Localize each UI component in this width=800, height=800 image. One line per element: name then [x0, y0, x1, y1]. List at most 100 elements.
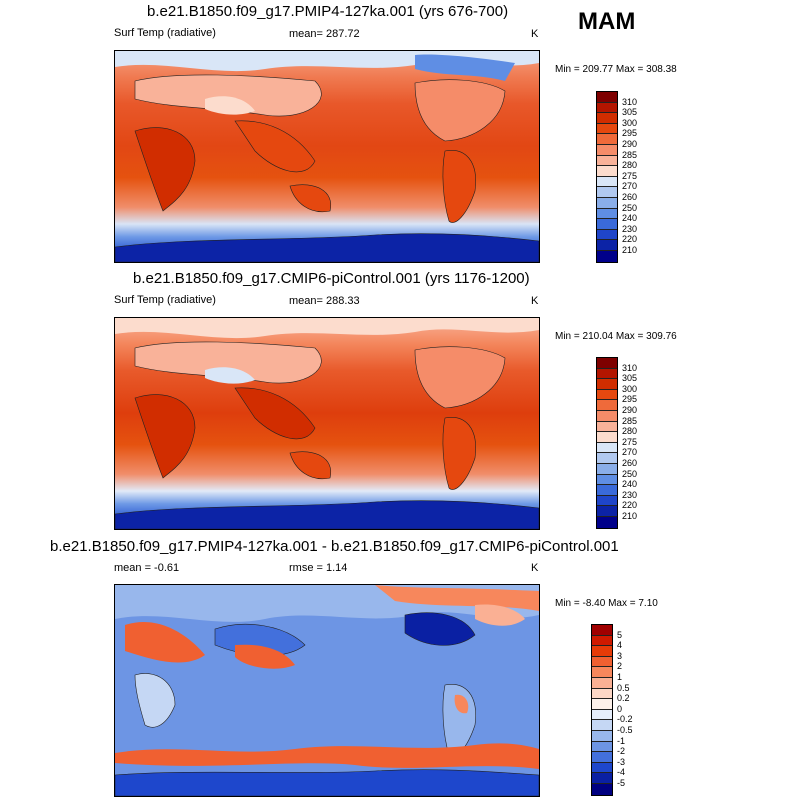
panel2-level-label: 305: [622, 373, 638, 384]
panel1-mean: mean= 287.72: [289, 28, 360, 40]
panel3-minmax: Min = -8.40 Max = 7.10: [555, 598, 658, 609]
panel3-level-label: 5: [617, 629, 623, 640]
panel3-colorbar-box: [592, 720, 612, 731]
panel1-level-label: 295: [622, 128, 638, 139]
panel3-colorbar: [591, 624, 613, 796]
panel1-level-label: 250: [622, 202, 638, 213]
panel3-level-label: -1: [617, 735, 626, 746]
panel2-colorbar-box: [597, 410, 617, 422]
panel1-level-label: 285: [622, 149, 638, 160]
panel1-level-label: 270: [622, 181, 638, 192]
panel1-level-label: 280: [622, 160, 638, 171]
panel2-level-label: 230: [622, 489, 638, 500]
panel2-map-svg: [115, 318, 539, 529]
panel3-level-label: 2: [617, 661, 623, 672]
panel1-colorbar-box: [597, 92, 617, 103]
panel1-level-label: 300: [622, 117, 638, 128]
panel2-level-label: 300: [622, 383, 638, 394]
panel3-title: b.e21.B1850.f09_g17.PMIP4-127ka.001 - b.…: [50, 538, 619, 555]
panel2-level-label: 260: [622, 458, 638, 468]
panel1-units: K: [531, 28, 539, 40]
panel1-colorbar-box: [597, 166, 617, 177]
panel3-colorbar-box: [592, 688, 612, 700]
panel1-colorbar-box: [597, 123, 617, 135]
panel2-level-label: 285: [622, 415, 638, 426]
panel1-colorbar-box: [597, 176, 617, 188]
panel1-level-label: 305: [622, 107, 638, 118]
panel3-level-label: -2: [617, 746, 626, 757]
panel3-level-label: 0: [617, 703, 623, 714]
panel1-level-label: 260: [622, 192, 638, 202]
panel3-level-label: 1: [617, 672, 623, 682]
panel2-level-label: 210: [622, 511, 638, 521]
panel2-colorbar-box: [597, 358, 617, 369]
panel3-level-label: -0.5: [617, 725, 633, 735]
panel3-colorbar-box: [592, 677, 612, 689]
panel2-level-label: 310: [622, 362, 638, 373]
panel1-colorbar-box: [597, 197, 617, 209]
panel2-variable: Surf Temp (radiative): [114, 294, 216, 306]
panel3-level-label: 3: [617, 650, 623, 661]
panel3-colorbar-box: [592, 773, 612, 784]
panel3-colorbar-box: [592, 625, 612, 636]
panel3-level-label: -5: [617, 778, 626, 788]
panel1-title: b.e21.B1850.f09_g17.PMIP4-127ka.001 (yrs…: [147, 3, 509, 20]
panel2-level-label: 290: [622, 405, 638, 415]
panel2-colorbar-box: [597, 463, 617, 475]
panel3-level-label: 0.5: [617, 682, 630, 693]
panel3-level-label: -4: [617, 767, 626, 778]
panel3-colorbar-box: [592, 730, 612, 742]
panel1-level-label: 220: [622, 234, 638, 245]
panel1-colorbar-box: [597, 144, 617, 156]
panel2-units: K: [531, 295, 539, 307]
panel3-level-label: 4: [617, 640, 623, 651]
panel2-colorbar-box: [597, 474, 617, 486]
panel2-colorbar-box: [597, 432, 617, 443]
panel2-colorbar-box: [597, 368, 617, 380]
panel1-colorbar-box: [597, 229, 617, 241]
panel2-colorbar-box: [597, 379, 617, 390]
panel3-units: K: [531, 562, 539, 574]
panel1-colorbar-box: [597, 250, 617, 262]
panel2-level-label: 220: [622, 500, 638, 511]
panel1-level-label: 240: [622, 213, 638, 224]
panel3-mean: mean = -0.61: [114, 562, 180, 574]
panel2-title: b.e21.B1850.f09_g17.CMIP6-piControl.001 …: [133, 270, 530, 287]
panel2-colorbar-box: [597, 453, 617, 464]
panel3-colorbar-box: [592, 699, 612, 710]
panel2-colorbar-box: [597, 421, 617, 433]
panel3-colorbar-box: [592, 709, 612, 721]
panel2-level-label: 270: [622, 447, 638, 458]
panel2-level-label: 240: [622, 479, 638, 490]
panel3-colorbar-box: [592, 667, 612, 678]
panel3-colorbar-box: [592, 741, 612, 753]
panel3-colorbar-box: [592, 752, 612, 763]
panel2-colorbar-box: [597, 506, 617, 517]
panel3-level-label: -3: [617, 756, 626, 767]
panel1-colorbar-box: [597, 240, 617, 251]
panel3-colorbar-box: [592, 656, 612, 668]
panel2-level-label: 295: [622, 394, 638, 405]
panel1-colorbar-box: [597, 134, 617, 145]
panel1-colorbar-box: [597, 155, 617, 167]
panel1-colorbar-box: [597, 219, 617, 230]
panel3-map: [114, 584, 540, 797]
panel1-level-label: 275: [622, 170, 638, 181]
panel3-colorbar-box: [592, 783, 612, 795]
panel1-colorbar-box: [597, 102, 617, 114]
panel2-colorbar-box: [597, 400, 617, 411]
panel1-level-label: 230: [622, 223, 638, 234]
panel2-level-label: 280: [622, 426, 638, 437]
panel2-level-label: 275: [622, 436, 638, 447]
panel1-variable: Surf Temp (radiative): [114, 27, 216, 39]
panel3-map-svg: [115, 585, 539, 796]
panel2-mean: mean= 288.33: [289, 295, 360, 307]
panel1-map-svg: [115, 51, 539, 262]
panel1-level-label: 310: [622, 96, 638, 107]
panel2-colorbar-box: [597, 516, 617, 528]
season-label: MAM: [578, 8, 636, 35]
panel2-level-label: 250: [622, 468, 638, 479]
panel1-minmax: Min = 209.77 Max = 308.38: [555, 64, 677, 75]
panel2-colorbar: [596, 357, 618, 529]
panel2-minmax: Min = 210.04 Max = 309.76: [555, 331, 677, 342]
